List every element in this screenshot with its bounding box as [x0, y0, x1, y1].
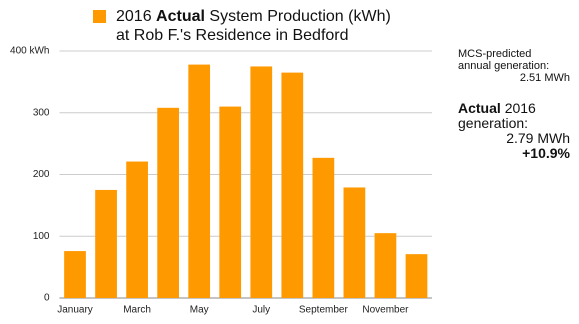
annotation: MCS-predicted annual generation: 2.51 MW… — [458, 48, 570, 84]
y-tick-label: 200 — [33, 169, 50, 180]
bar — [374, 233, 397, 298]
y-tick-label: 0 — [44, 293, 50, 304]
title-text: System Production (kWh) — [209, 8, 391, 25]
x-tick-label: March — [123, 305, 151, 316]
bar — [95, 189, 117, 298]
x-tick-label: January — [57, 305, 93, 316]
bar — [250, 66, 273, 298]
title-line: at Rob F.'s Residence in Bedford — [116, 27, 349, 44]
y-tick-label: 300 — [33, 107, 50, 118]
annotation-text: 2016 — [504, 100, 536, 116]
annotation-bold: +10.9% — [522, 145, 570, 161]
annotation-value: 2.79 MWh — [506, 130, 570, 146]
bar — [343, 187, 366, 298]
annotation-value: 2.51 MWh — [519, 72, 570, 84]
title-bold: Actual — [156, 8, 205, 25]
annotation-text: annual generation: — [458, 60, 550, 72]
annotation-text: generation: — [458, 115, 529, 131]
annotation-value: +10.9% — [458, 146, 570, 161]
annotation-bold: Actual — [458, 100, 501, 116]
bar — [64, 251, 86, 298]
y-tick-label: 400 kWh — [10, 46, 49, 57]
annotation-text: MCS-predicted — [458, 48, 532, 60]
bar — [188, 64, 211, 299]
x-tick-label: November — [362, 305, 409, 316]
y-tick-label: 100 — [33, 231, 50, 242]
x-tick-label: September — [299, 305, 349, 316]
legend-swatch — [93, 10, 106, 23]
x-tick-label: May — [190, 305, 209, 316]
title-text: 2016 — [116, 8, 152, 25]
x-tick-label: July — [252, 305, 270, 316]
title-line: 2016 Actual System Production (kWh) — [116, 7, 391, 26]
bar — [405, 254, 428, 298]
bar — [312, 157, 335, 298]
annotation: Actual 2016 generation: 2.79 MWh +10.9% — [458, 101, 570, 161]
bar — [219, 106, 242, 298]
chart-title: 2016 Actual System Production (kWh) at R… — [116, 7, 391, 45]
bar — [126, 161, 148, 298]
annotation-line: Actual 2016 — [458, 101, 570, 116]
bar — [281, 72, 304, 298]
bar — [157, 107, 180, 298]
